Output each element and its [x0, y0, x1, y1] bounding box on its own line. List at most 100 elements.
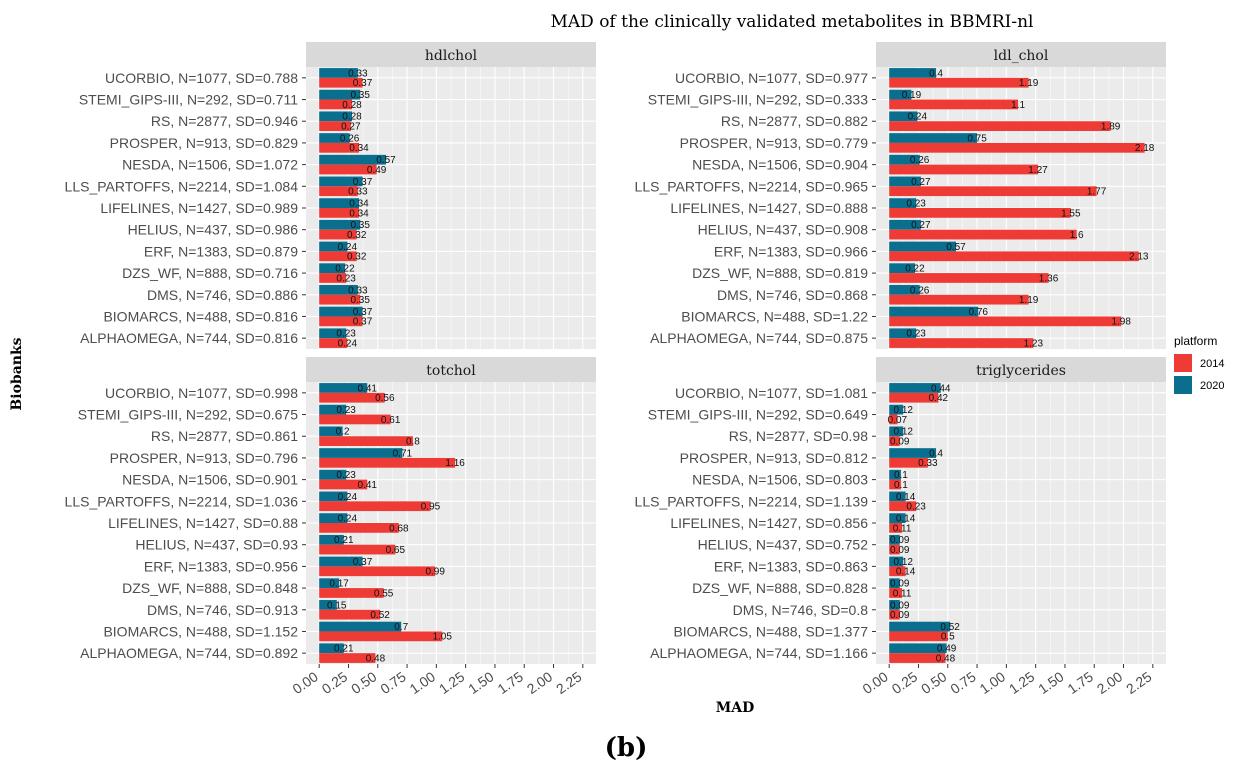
x-tick-label: 2.25	[1123, 668, 1155, 697]
y-tick-label: ALPHAOMEGA, N=744, SD=0.892	[80, 645, 298, 661]
data-label: 0.34	[349, 208, 369, 219]
x-tick-label: 0.25	[889, 668, 921, 697]
data-label: 0.09	[890, 579, 910, 590]
data-label: 0.35	[350, 220, 370, 231]
data-label: 0.52	[940, 622, 960, 633]
data-label: 0.26	[910, 155, 930, 166]
data-label: 1.1	[1011, 100, 1025, 111]
data-label: 0.68	[389, 523, 409, 534]
data-label: 0.15	[327, 600, 347, 611]
y-tick-label: PROSPER, N=913, SD=0.779	[680, 135, 869, 151]
y-tick-label: LIFELINES, N=1427, SD=0.856	[670, 515, 868, 531]
data-label: 1.05	[432, 632, 452, 643]
data-label: 0.37	[353, 317, 373, 328]
bar-2020	[319, 426, 343, 437]
bar-2020	[319, 219, 361, 230]
facet-totchol: totchol0.410.230.20.710.230.240.240.210.…	[65, 357, 596, 697]
y-tick-label: UCORBIO, N=1077, SD=0.998	[105, 385, 298, 401]
bar-2020	[319, 469, 347, 480]
bar-2014	[889, 436, 900, 446]
data-label: 0.19	[902, 90, 922, 101]
data-label: 0.99	[425, 567, 445, 578]
data-label: 0.14	[896, 514, 916, 525]
x-tick-label: 1.50	[465, 668, 497, 697]
data-label: 0.4	[929, 68, 943, 79]
chart-title: MAD of the clinically validated metaboli…	[550, 12, 1033, 32]
data-label: 1.36	[1039, 273, 1059, 284]
x-tick-label: 1.25	[436, 668, 468, 697]
y-tick-label: ERF, N=1383, SD=0.863	[714, 558, 868, 574]
bar-2020	[889, 383, 941, 393]
data-label: 0.14	[896, 492, 916, 503]
bar-2020	[319, 404, 347, 415]
bar-2020	[319, 621, 402, 632]
data-label: 0.21	[334, 535, 354, 546]
data-label: 0.28	[342, 112, 362, 123]
bar-2014	[889, 121, 1111, 131]
bar-2014	[319, 251, 357, 262]
x-tick-label: 2.25	[553, 668, 585, 697]
data-label: 1.98	[1111, 317, 1131, 328]
bar-2014	[889, 544, 900, 555]
data-label: 1.89	[1101, 121, 1121, 132]
data-label: 1.77	[1087, 187, 1107, 198]
bar-2020	[319, 89, 361, 100]
bar-2020	[319, 513, 348, 523]
bar-2020	[889, 328, 917, 339]
bar-2020	[889, 534, 900, 545]
y-tick-label: HELIUS, N=437, SD=0.93	[135, 537, 298, 553]
y-tick-label: DZS_WF, N=888, SD=0.828	[692, 580, 868, 596]
data-label: 0.1	[894, 480, 908, 491]
y-tick-label: LLS_PARTOFFS, N=2214, SD=1.139	[635, 493, 869, 509]
y-tick-label: BIOMARCS, N=488, SD=0.816	[103, 308, 298, 324]
bar-2020	[889, 111, 918, 122]
data-label: 0.21	[334, 644, 354, 655]
bar-2014	[319, 338, 348, 348]
x-tick-label: 2.00	[524, 668, 556, 697]
bar-2020	[889, 154, 920, 165]
data-label: 2.13	[1129, 252, 1149, 263]
bar-2014	[889, 164, 1038, 175]
x-tick-label: 2.00	[1094, 668, 1126, 697]
data-label: 0.24	[908, 112, 928, 123]
y-tick-label: LIFELINES, N=1427, SD=0.888	[670, 200, 868, 216]
data-label: 0.09	[890, 545, 910, 556]
data-label: 0.37	[353, 557, 373, 568]
y-tick-label: LLS_PARTOFFS, N=2214, SD=0.965	[635, 178, 869, 194]
bar-2020	[319, 68, 358, 78]
y-tick-label: ERF, N=1383, SD=0.879	[144, 243, 298, 259]
data-label: 0.23	[906, 199, 926, 210]
bar-2014	[889, 457, 928, 468]
y-tick-label: STEMI_GIPS-III, N=292, SD=0.711	[79, 92, 298, 108]
y-tick-label: LLS_PARTOFFS, N=2214, SD=1.084	[65, 178, 299, 194]
data-label: 0.23	[336, 470, 356, 481]
data-label: 0.57	[946, 242, 966, 253]
y-tick-label: RS, N=2877, SD=0.946	[151, 113, 298, 129]
legend-title: platform	[1174, 334, 1217, 348]
data-label: 0.27	[911, 220, 931, 231]
y-tick-label: DMS, N=746, SD=0.886	[147, 287, 298, 303]
data-label: 0.55	[374, 588, 394, 599]
data-label: 0.22	[905, 264, 925, 275]
y-tick-label: RS, N=2877, SD=0.861	[151, 428, 298, 444]
y-tick-label: STEMI_GIPS-III, N=292, SD=0.649	[648, 407, 868, 423]
legend: platform 2014 2020	[1174, 334, 1224, 394]
x-tick-label: 0.50	[918, 668, 950, 697]
bar-2020	[319, 154, 386, 165]
data-label: 1.6	[1070, 230, 1084, 241]
y-tick-label: DZS_WF, N=888, SD=0.819	[692, 265, 868, 281]
bar-2014	[889, 229, 1077, 240]
x-tick-label: 1.25	[1006, 668, 1038, 697]
data-label: 0.44	[931, 383, 951, 394]
data-label: 0.24	[338, 492, 358, 503]
data-label: 0.24	[338, 514, 358, 525]
data-label: 0.11	[893, 523, 912, 534]
bar-2020	[889, 600, 900, 610]
bar-2020	[889, 306, 979, 317]
bar-2020	[889, 643, 947, 654]
y-tick-label: ALPHAOMEGA, N=744, SD=1.166	[650, 645, 868, 661]
y-tick-label: ERF, N=1383, SD=0.966	[714, 243, 868, 259]
bar-2014	[319, 414, 391, 425]
bar-2020	[319, 491, 348, 502]
bar-2014	[319, 186, 358, 197]
